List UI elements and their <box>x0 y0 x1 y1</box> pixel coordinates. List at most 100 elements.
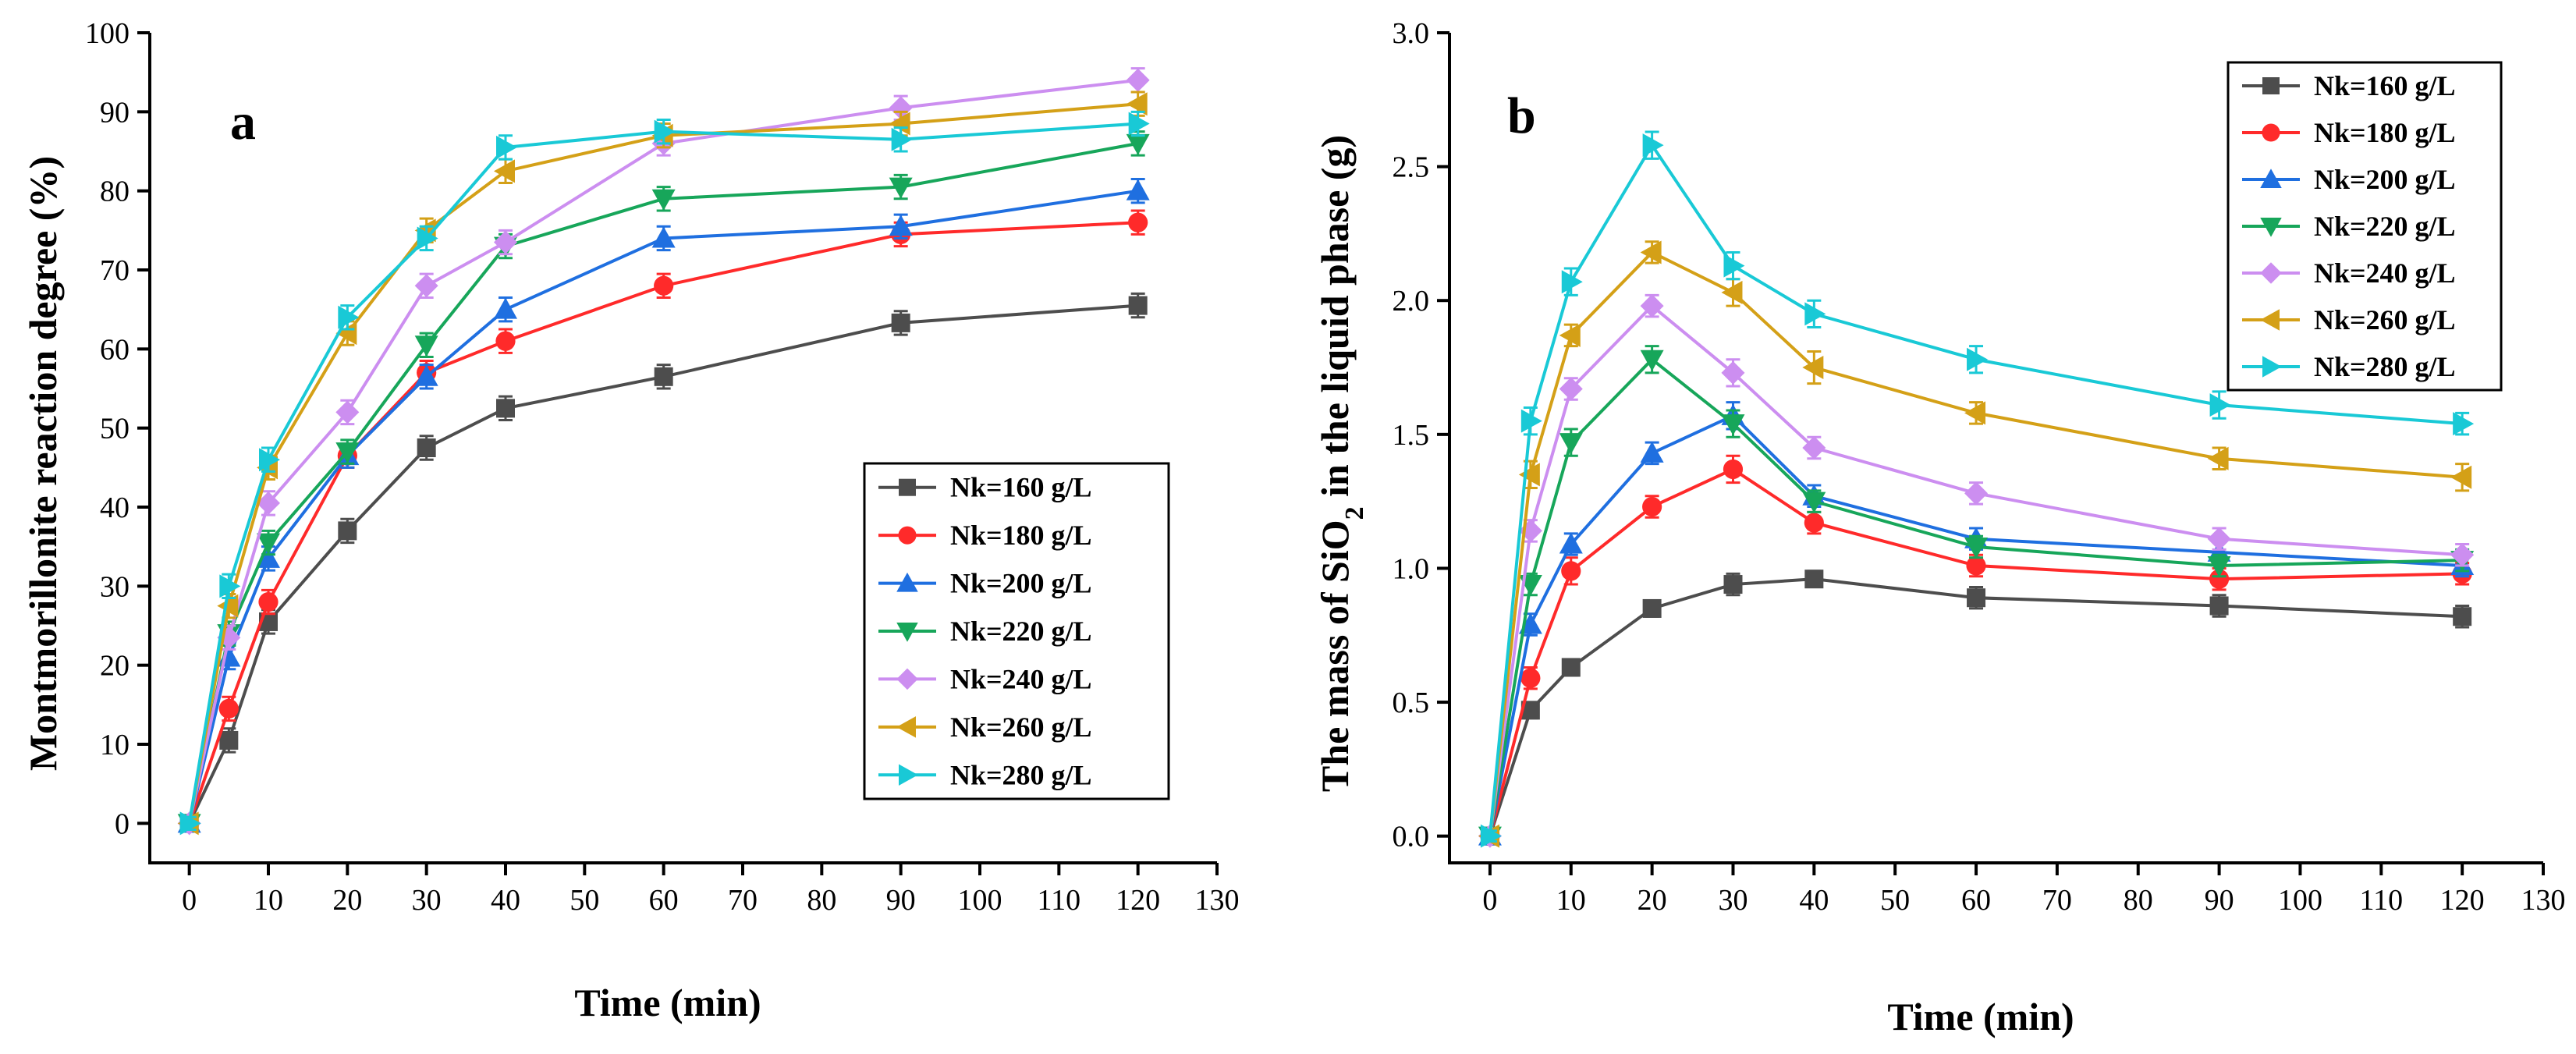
data-point <box>219 574 241 598</box>
legend-label: Nk=280 g/L <box>950 759 1092 790</box>
data-point <box>219 730 239 750</box>
data-point <box>889 112 910 136</box>
legend-item: Nk=160 g/L <box>2242 70 2456 101</box>
data-point <box>335 442 360 464</box>
data-point <box>1559 323 1581 347</box>
x-tick-label: 60 <box>649 884 679 917</box>
y-tick-label: 3.0 <box>1393 17 1430 50</box>
series-line <box>1488 413 2463 837</box>
x-tick-label: 40 <box>491 884 520 917</box>
data-point <box>338 521 357 541</box>
y-tick-label: 0.5 <box>1393 687 1430 719</box>
series-nk-280-g-l <box>179 110 1150 836</box>
data-point <box>651 189 676 211</box>
data-point <box>1723 254 1745 278</box>
data-point <box>651 226 676 248</box>
data-point <box>1723 575 1743 594</box>
x-tick-label: 20 <box>332 884 362 917</box>
x-tick-label: 90 <box>2205 884 2234 917</box>
x-tick-label: 80 <box>2124 884 2153 917</box>
x-tick-label: 60 <box>1961 884 1991 917</box>
data-point <box>496 399 515 418</box>
axes-frame <box>148 33 1217 864</box>
data-point <box>1966 555 1986 576</box>
x-tick-label: 110 <box>2359 884 2403 917</box>
data-point <box>335 400 360 424</box>
y-tick-label: 0.0 <box>1393 821 1430 853</box>
legend-label: Nk=200 g/L <box>2314 164 2456 195</box>
data-point <box>218 698 239 719</box>
x-tick-label: 120 <box>2440 884 2485 917</box>
series-nk-240-g-l <box>177 67 1150 836</box>
panel-letter: a <box>230 94 256 151</box>
legend-label: Nk=160 g/L <box>2314 70 2456 101</box>
data-point <box>1802 356 1824 380</box>
y-axis-label: Montmorillonite reaction degree (%) <box>21 156 65 771</box>
legend-label: Nk=260 g/L <box>950 712 1092 743</box>
data-point <box>1964 401 1986 425</box>
data-point <box>1804 570 1824 589</box>
data-point <box>1964 481 1989 506</box>
data-point <box>257 546 280 568</box>
data-point <box>891 127 913 151</box>
y-tick-label: 2.0 <box>1393 285 1430 318</box>
data-point <box>1640 294 1664 318</box>
x-tick-label: 100 <box>2278 884 2322 917</box>
data-point <box>1802 492 1826 513</box>
legend-item: Nk=240 g/L <box>2242 257 2456 289</box>
y-tick-label: 80 <box>100 176 130 208</box>
data-point <box>1721 360 1745 385</box>
chart-panel-a: 0 10 20 30 40 50 60 70 80 90 100 110 120 130 0 10 20 30 40… <box>21 17 1240 1024</box>
data-point <box>1128 212 1148 232</box>
data-point <box>1642 133 1664 158</box>
data-point <box>891 313 910 332</box>
data-point <box>2209 596 2229 616</box>
x-axis-ticks: 0 10 20 30 40 50 60 70 80 90 100 110 120 130 <box>182 863 1240 917</box>
data-point <box>1559 433 1583 455</box>
series-nk-160-g-l <box>179 292 1148 833</box>
data-point <box>1804 513 1824 533</box>
data-point <box>414 364 438 386</box>
x-axis-ticks: 0 10 20 30 40 50 60 70 80 90 100 110 120 130 <box>1482 863 2566 917</box>
data-point <box>2453 607 2472 626</box>
legend-marker <box>2262 77 2280 94</box>
data-point <box>2450 543 2475 567</box>
series-nk-280-g-l <box>1480 130 2475 848</box>
data-point <box>654 275 674 296</box>
data-point <box>2207 556 2231 578</box>
y-axis-label-subscript: 2 <box>1340 506 1369 520</box>
x-tick-label: 130 <box>2521 884 2566 917</box>
y-tick-label: 70 <box>100 254 130 287</box>
legend-item: Nk=180 g/L <box>2242 117 2456 148</box>
data-point <box>1128 296 1148 315</box>
data-point <box>495 331 516 351</box>
data-point <box>259 448 280 472</box>
series-nk-260-g-l <box>1478 240 2472 848</box>
y-tick-label: 40 <box>100 492 130 524</box>
x-tick-label: 100 <box>958 884 1002 917</box>
legend-item: Nk=180 g/L <box>878 520 1092 551</box>
y-tick-label: 60 <box>100 333 130 366</box>
data-point <box>1559 532 1583 554</box>
legend-marker <box>2260 169 2282 188</box>
data-point <box>494 159 515 183</box>
x-tick-label: 10 <box>1556 884 1586 917</box>
legend-marker <box>2260 262 2282 284</box>
data-point <box>1640 350 1664 371</box>
data-point <box>654 119 676 144</box>
x-tick-label: 90 <box>886 884 916 917</box>
y-tick-label: 2.5 <box>1393 151 1430 184</box>
data-point <box>1802 436 1826 460</box>
legend-label: Nk=260 g/L <box>2314 304 2456 335</box>
data-point <box>1126 92 1148 116</box>
data-point <box>2207 446 2229 470</box>
x-tick-label: 10 <box>254 884 283 917</box>
legend-item: Nk=220 g/L <box>878 616 1092 647</box>
data-point <box>494 230 517 254</box>
data-point <box>1128 112 1150 136</box>
data-point <box>889 96 913 120</box>
legend-item: Nk=260 g/L <box>2242 304 2456 335</box>
data-point <box>1721 280 1743 304</box>
x-tick-label: 30 <box>412 884 442 917</box>
x-axis-label: Time (min) <box>574 981 761 1024</box>
